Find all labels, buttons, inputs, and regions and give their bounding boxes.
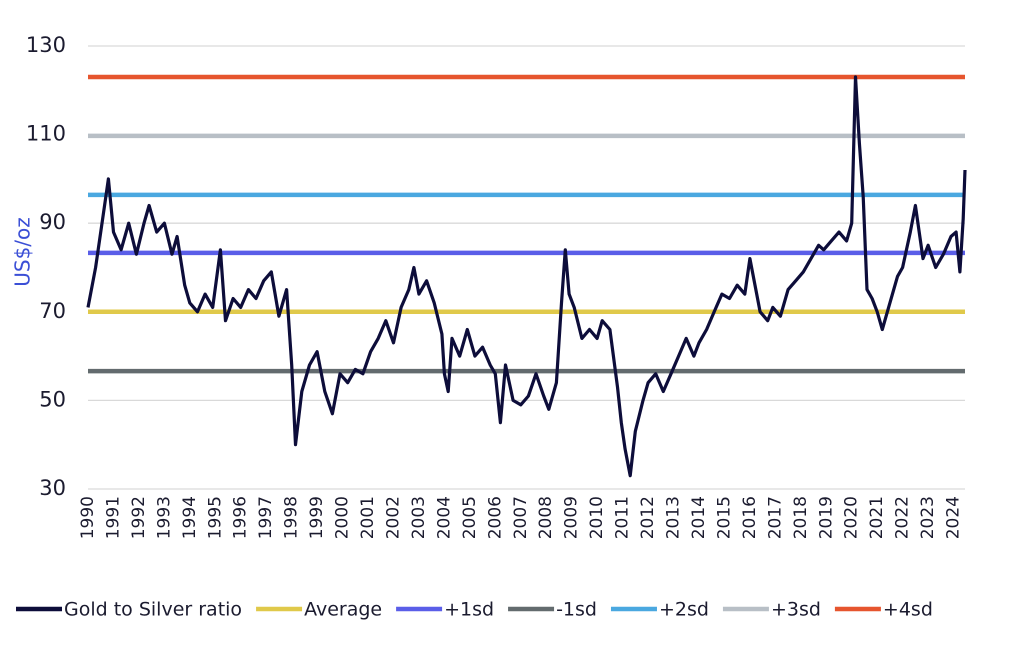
x-tick-label: 2011 (613, 496, 633, 539)
x-tick-label: 1998 (282, 496, 302, 539)
x-tick-label: 2003 (409, 496, 429, 539)
x-tick-label: 1999 (307, 496, 327, 539)
x-tick-label: 2020 (842, 496, 862, 539)
x-tick-label: 2015 (714, 496, 734, 539)
y-tick-label: 50 (39, 387, 66, 411)
x-tick-label: 2014 (689, 496, 709, 539)
legend-label: Average (304, 599, 382, 621)
x-tick-label: 1995 (205, 496, 225, 539)
y-tick-label: 110 (26, 122, 66, 146)
x-tick-label: 1991 (103, 496, 123, 539)
x-tick-label: 2022 (893, 496, 913, 539)
x-tick-label: 2006 (485, 496, 505, 539)
x-tick-label: 2002 (383, 496, 403, 539)
x-tick-label: 2024 (944, 496, 964, 539)
x-tick-label: 1990 (78, 496, 98, 539)
y-tick-label: 130 (26, 33, 66, 57)
x-tick-label: 2007 (511, 496, 531, 539)
x-tick-label: 2019 (816, 496, 836, 539)
x-tick-label: 2001 (358, 496, 378, 539)
x-tick-label: 2012 (638, 496, 658, 539)
x-tick-label: 1992 (129, 496, 149, 539)
y-axis-label: US$/oz (11, 217, 35, 287)
legend-label: +2sd (659, 599, 709, 621)
legend-label: -1sd (556, 599, 597, 621)
legend-label: Gold to Silver ratio (64, 599, 242, 621)
x-tick-label: 2021 (867, 496, 887, 539)
series-line (86, 75, 967, 478)
y-tick-label: 70 (39, 299, 66, 323)
x-tick-label: 2013 (664, 496, 684, 539)
y-tick-label: 90 (39, 210, 66, 234)
legend-label: +3sd (771, 599, 821, 621)
x-tick-label: 2018 (791, 496, 811, 539)
y-tick-label: 30 (39, 476, 66, 500)
x-tick-label: 1993 (154, 496, 174, 539)
x-tick-label: 2009 (562, 496, 582, 539)
x-tick-label: 2008 (536, 496, 556, 539)
x-tick-label: 2016 (740, 496, 760, 539)
x-tick-label: 2005 (460, 496, 480, 539)
x-tick-label: 2004 (434, 496, 454, 539)
x-tick-label: 1994 (180, 496, 200, 539)
legend-label: +1sd (444, 599, 494, 621)
legend-label: +4sd (883, 599, 933, 621)
x-tick-label: 1997 (256, 496, 276, 539)
x-tick-label: 2017 (765, 496, 785, 539)
x-tick-label: 2010 (587, 496, 607, 539)
x-tick-label: 1996 (231, 496, 251, 539)
x-tick-label: 2023 (918, 496, 938, 539)
x-tick-label: 2000 (333, 496, 353, 539)
